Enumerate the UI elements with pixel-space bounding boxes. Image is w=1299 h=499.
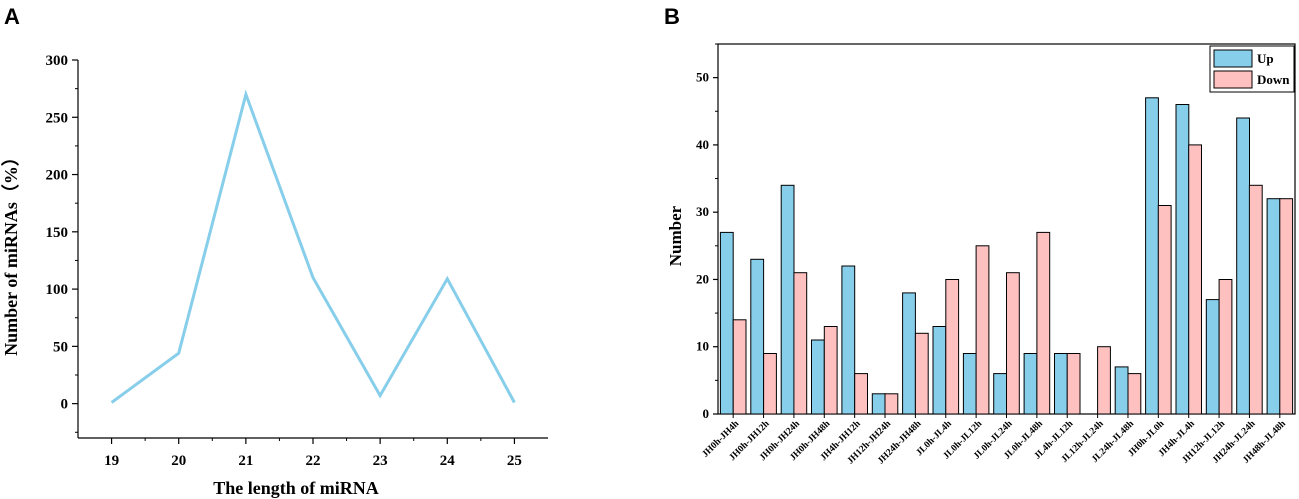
panel-a-x-tick-label: 20: [171, 453, 186, 469]
panel-a-x-tick-label: 22: [306, 453, 321, 469]
panel-b-bar-up: [780, 184, 795, 415]
panel-b: B 01020304050JH0h-JH4hJH0h-JH12hJH0h-JH2…: [664, 4, 1296, 466]
panel-a-y-tick-label: 200: [46, 168, 69, 184]
panel-b-bar-up: [993, 373, 1008, 415]
panel-b-bar-up: [841, 265, 856, 415]
panel-b-bar-up: [871, 393, 886, 415]
panel-b-y-tick-label: 40: [696, 137, 709, 152]
panel-b-legend-swatch-down: [1213, 70, 1253, 89]
panel-b-bar-down: [1279, 198, 1294, 415]
panel-a-letter: A: [4, 4, 20, 29]
panel-b-bar-up: [750, 258, 765, 415]
panel-b-legend-label-down: Down: [1257, 72, 1290, 87]
panel-b-bar-up: [1175, 104, 1190, 415]
panel-b-y-axis-label: Number: [666, 205, 685, 266]
panel-a-y-tick-label: 0: [61, 397, 69, 413]
panel-b-bar-up: [1205, 299, 1220, 415]
panel-b-y-tick-label: 0: [703, 406, 710, 421]
panel-a-series-line: [110, 89, 516, 404]
panel-b-bar-down: [854, 373, 869, 415]
panel-a-x-tick-label: 21: [238, 453, 253, 469]
panel-b-bar-down: [1188, 144, 1202, 415]
panel-b-bar-down: [1157, 205, 1172, 415]
panel-b-bar-down: [1066, 353, 1081, 415]
panel-b-bar-up: [962, 353, 977, 415]
panel-b-bar-up: [1023, 353, 1038, 415]
panel-a-x-axis-label: The length of miRNA: [213, 478, 379, 498]
panel-b-bar-down: [732, 319, 747, 415]
panel-b-bar-up: [902, 292, 916, 415]
panel-b-bar-up: [932, 326, 947, 415]
panel-b-bar-down: [914, 332, 929, 415]
panel-b-y-tick-label: 30: [696, 204, 709, 219]
panel-a-x-tick-label: 23: [373, 453, 388, 469]
panel-b-bar-down: [1248, 184, 1263, 415]
panel-b-bar-down: [884, 393, 899, 415]
panel-b-legend-swatch-up: [1213, 49, 1253, 68]
panel-a-y-tick-label: 50: [53, 339, 68, 355]
panel-a-x-tick-label: 25: [507, 453, 522, 469]
panel-b-y-tick-label: 20: [696, 271, 709, 286]
panel-b-bar-up: [1145, 97, 1159, 415]
panel-a: A 0 50 100 150 200 250 300 19 20 21 22 23 24 25 The l…: [1, 4, 548, 498]
panel-b-legend-label-up: Up: [1257, 51, 1274, 66]
panel-b-bar-down: [823, 326, 838, 415]
panel-b-bar-down: [763, 353, 777, 415]
panel-b-bar-down: [1006, 272, 1020, 415]
panel-b-bar-down: [1218, 279, 1233, 415]
panel-b-bar-up: [719, 231, 734, 415]
panel-a-y-tick-label: 300: [46, 53, 69, 69]
panel-a-y-tick-label: 250: [46, 110, 69, 126]
panel-b-bar-up: [1054, 353, 1068, 415]
panel-a-x-tick-label: 19: [104, 453, 119, 469]
panel-b-bar-down: [1097, 346, 1111, 415]
panel-b-bar-down: [945, 279, 960, 415]
panel-b-bar-up: [1266, 198, 1281, 415]
panel-b-y-tick-label: 10: [696, 339, 709, 354]
panel-b-bar-down: [793, 272, 808, 415]
panel-a-y-axis-label: Number of miRNAs（%）: [1, 148, 21, 356]
panel-a-y-tick-label: 100: [46, 282, 69, 298]
panel-b-bar-up: [811, 339, 825, 415]
panel-b-bar-down: [975, 245, 990, 415]
panel-b-legend: Up Down: [1209, 45, 1295, 93]
panel-b-y-tick-label: 50: [696, 70, 709, 85]
panel-b-bar-down: [1036, 231, 1051, 415]
panel-b-letter: B: [664, 4, 680, 29]
panel-a-y-tick-label: 150: [46, 225, 69, 241]
panel-b-bar-up: [1236, 117, 1250, 415]
panel-a-x-tick-label: 24: [440, 453, 456, 469]
panel-b-bar-up: [1114, 366, 1129, 415]
panel-b-bar-down: [1127, 373, 1142, 415]
